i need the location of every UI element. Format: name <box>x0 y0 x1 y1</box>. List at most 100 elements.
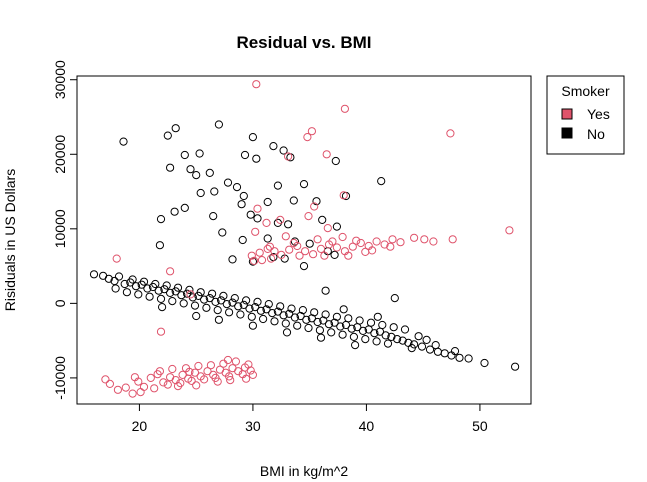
data-point <box>180 203 189 212</box>
data-point <box>356 238 365 248</box>
data-point <box>480 358 489 368</box>
data-point <box>202 303 211 312</box>
data-point <box>387 332 396 341</box>
data-point <box>313 235 322 244</box>
data-point <box>289 238 298 248</box>
legend-box <box>546 75 625 155</box>
data-point <box>89 270 99 279</box>
data-point <box>339 191 348 200</box>
data-point <box>120 279 129 289</box>
data-point <box>170 207 179 216</box>
data-point <box>259 314 268 324</box>
data-point <box>299 262 309 271</box>
data-point <box>282 328 292 337</box>
y-tick-label: 20000 <box>52 135 68 174</box>
data-point <box>270 247 279 256</box>
data-point <box>163 380 172 389</box>
data-point <box>332 222 341 231</box>
data-point <box>320 251 329 260</box>
data-point <box>270 317 279 326</box>
data-point <box>226 376 235 385</box>
data-point <box>206 361 215 370</box>
data-point <box>284 220 293 229</box>
data-point <box>332 312 341 321</box>
data-point <box>156 327 166 336</box>
data-point <box>104 274 113 283</box>
data-point <box>156 215 166 224</box>
data-point <box>239 300 248 309</box>
data-point <box>312 197 321 206</box>
data-point <box>166 267 175 276</box>
data-point <box>263 197 272 207</box>
data-point <box>378 320 387 330</box>
data-point <box>304 212 313 221</box>
data-point <box>433 347 442 356</box>
data-point <box>269 253 278 262</box>
data-point <box>396 238 405 247</box>
data-point <box>128 389 137 398</box>
data-point <box>219 291 228 300</box>
data-point <box>256 306 265 315</box>
data-point <box>262 305 271 314</box>
data-point <box>289 196 298 205</box>
data-point <box>214 120 223 129</box>
data-point <box>185 285 194 294</box>
data-point <box>171 124 180 133</box>
data-point <box>310 308 319 317</box>
data-point <box>105 379 115 388</box>
data-point <box>263 234 272 243</box>
data-point <box>324 320 334 329</box>
data-point <box>228 298 237 307</box>
data-point <box>361 335 370 344</box>
data-point <box>253 204 262 213</box>
data-point <box>168 364 177 374</box>
data-point <box>348 242 357 251</box>
data-point <box>186 290 195 299</box>
legend-swatch-yes <box>561 108 573 120</box>
data-point <box>510 362 520 371</box>
data-point <box>205 294 214 303</box>
data-point <box>264 300 273 309</box>
data-point <box>250 256 259 265</box>
data-point <box>236 310 245 319</box>
data-point <box>302 315 311 324</box>
data-point <box>214 315 223 324</box>
data-point <box>267 254 276 263</box>
data-points <box>89 80 520 398</box>
data-point <box>293 321 302 330</box>
y-axis-label: Risiduals in US Dollars <box>2 169 18 311</box>
data-point <box>217 296 226 305</box>
data-point <box>200 375 209 384</box>
data-point <box>285 309 294 318</box>
data-point <box>112 254 121 263</box>
data-point <box>344 251 353 260</box>
data-point <box>247 312 256 321</box>
data-point <box>223 355 233 365</box>
data-point <box>166 163 175 172</box>
data-point <box>185 367 194 376</box>
data-point <box>301 247 310 256</box>
data-point <box>440 349 449 358</box>
data-point <box>101 375 110 384</box>
data-point <box>238 235 247 245</box>
data-point <box>309 250 318 259</box>
x-tick-label: 20 <box>132 418 148 434</box>
data-point <box>296 311 305 321</box>
data-point <box>246 210 255 219</box>
plot-area-frame <box>76 75 532 405</box>
data-point <box>414 332 423 341</box>
data-point <box>276 302 285 311</box>
data-point <box>390 294 399 303</box>
data-point <box>248 133 257 142</box>
data-point <box>287 304 296 313</box>
data-point <box>232 183 242 192</box>
data-point <box>330 250 339 259</box>
data-point <box>279 311 288 320</box>
data-point <box>111 284 120 293</box>
data-point <box>245 304 254 313</box>
data-point <box>242 296 251 305</box>
data-point <box>244 360 253 369</box>
data-point <box>163 131 172 140</box>
data-point <box>186 165 195 174</box>
